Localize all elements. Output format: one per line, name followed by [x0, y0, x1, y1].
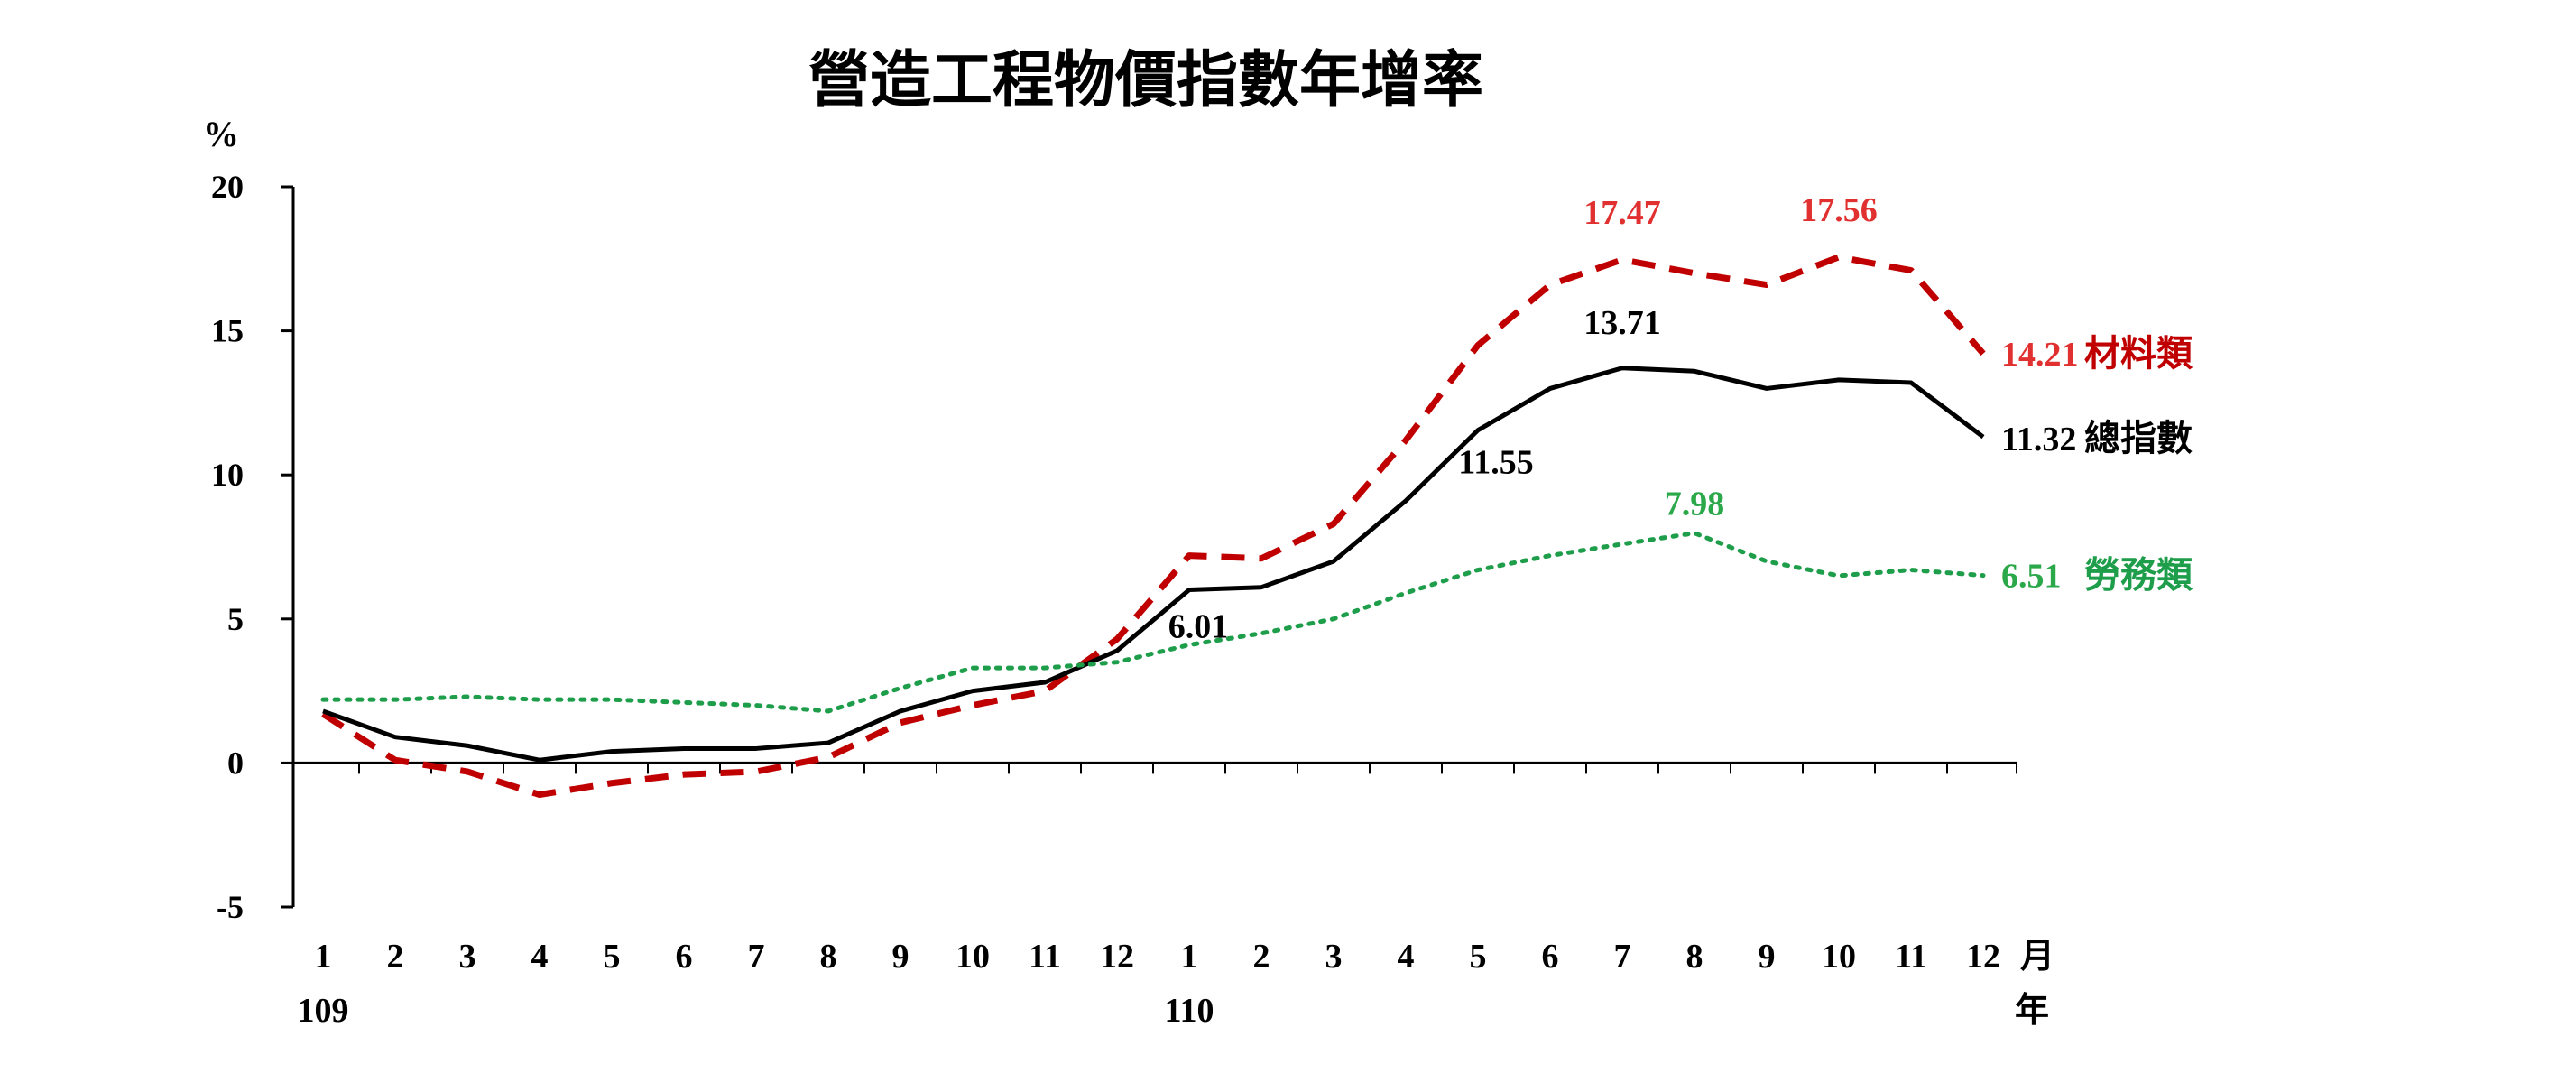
x-unit-year: 年: [2015, 992, 2049, 1030]
x-tick-label: 8: [1686, 938, 1703, 976]
x-tick-label: 8: [820, 938, 837, 976]
y-tick-label: 20: [211, 169, 244, 205]
data-label: 11.55: [1458, 444, 1533, 482]
x-tick-label: 4: [1398, 938, 1415, 976]
x-unit-month: 月: [2020, 938, 2054, 976]
y-tick-label: 5: [227, 601, 244, 637]
series-line-勞務類: [320, 531, 1986, 714]
x-tick-label: 11: [1895, 938, 1927, 976]
series-name-label: 勞務類: [2084, 554, 2193, 597]
x-year-label: 109: [298, 992, 349, 1030]
data-label: 6.01: [1168, 608, 1229, 646]
y-tick-label: 10: [211, 457, 244, 493]
x-tick-label: 3: [459, 938, 476, 976]
x-tick-label: 2: [387, 938, 404, 976]
x-tick-label: 10: [956, 938, 990, 976]
data-label: 7.98: [1665, 486, 1725, 523]
y-tick-label: 15: [211, 313, 244, 349]
data-label: 13.71: [1583, 304, 1661, 342]
y-tick-labels: 20 15 10 5 0 -5: [211, 169, 244, 925]
series-name-label: 總指數: [2084, 417, 2193, 459]
x-tick-label: 1: [1181, 938, 1198, 976]
x-tick-label: 12: [1966, 938, 2000, 976]
x-year-label: 110: [1165, 992, 1214, 1030]
data-label: 17.47: [1583, 194, 1661, 232]
x-tick-label: 12: [1100, 938, 1134, 976]
series-line-材料類: [321, 254, 1986, 799]
x-tick-label: 5: [1470, 938, 1487, 976]
x-tick-label: 1: [315, 938, 332, 976]
x-tick-label: 3: [1325, 938, 1343, 976]
x-tick-label: 6: [1542, 938, 1559, 976]
axes: [281, 185, 2017, 909]
data-label: 17.56: [1800, 191, 1878, 229]
chart-title: 營造工程物價指數年增率: [808, 44, 1483, 116]
data-label: 11.32: [2001, 421, 2076, 458]
y-tick-label: -5: [217, 889, 244, 925]
series-line-總指數: [322, 366, 1985, 763]
series-name-label: 材料類: [2084, 332, 2193, 375]
x-tick-label: 10: [1822, 938, 1856, 976]
x-tick-label: 11: [1029, 938, 1061, 976]
data-labels: 17.47 17.56 14.21 6.01 11.55 13.71 11.32 7.98 6.…: [1168, 191, 2079, 646]
x-tick-label: 2: [1253, 938, 1270, 976]
x-tick-label: 4: [531, 938, 549, 976]
x-tick-label: 9: [892, 938, 909, 976]
x-tick-label: 7: [748, 938, 765, 976]
x-tick-label: 7: [1614, 938, 1631, 976]
data-label: 14.21: [2001, 336, 2079, 374]
x-tick-label: 6: [676, 938, 693, 976]
y-tick-label: 0: [227, 745, 244, 781]
series-layer: [320, 254, 1986, 799]
y-axis-unit: %: [203, 114, 239, 154]
x-tick-label: 5: [604, 938, 621, 976]
x-tick-label: 9: [1759, 938, 1776, 976]
data-label: 6.51: [2001, 558, 2062, 596]
